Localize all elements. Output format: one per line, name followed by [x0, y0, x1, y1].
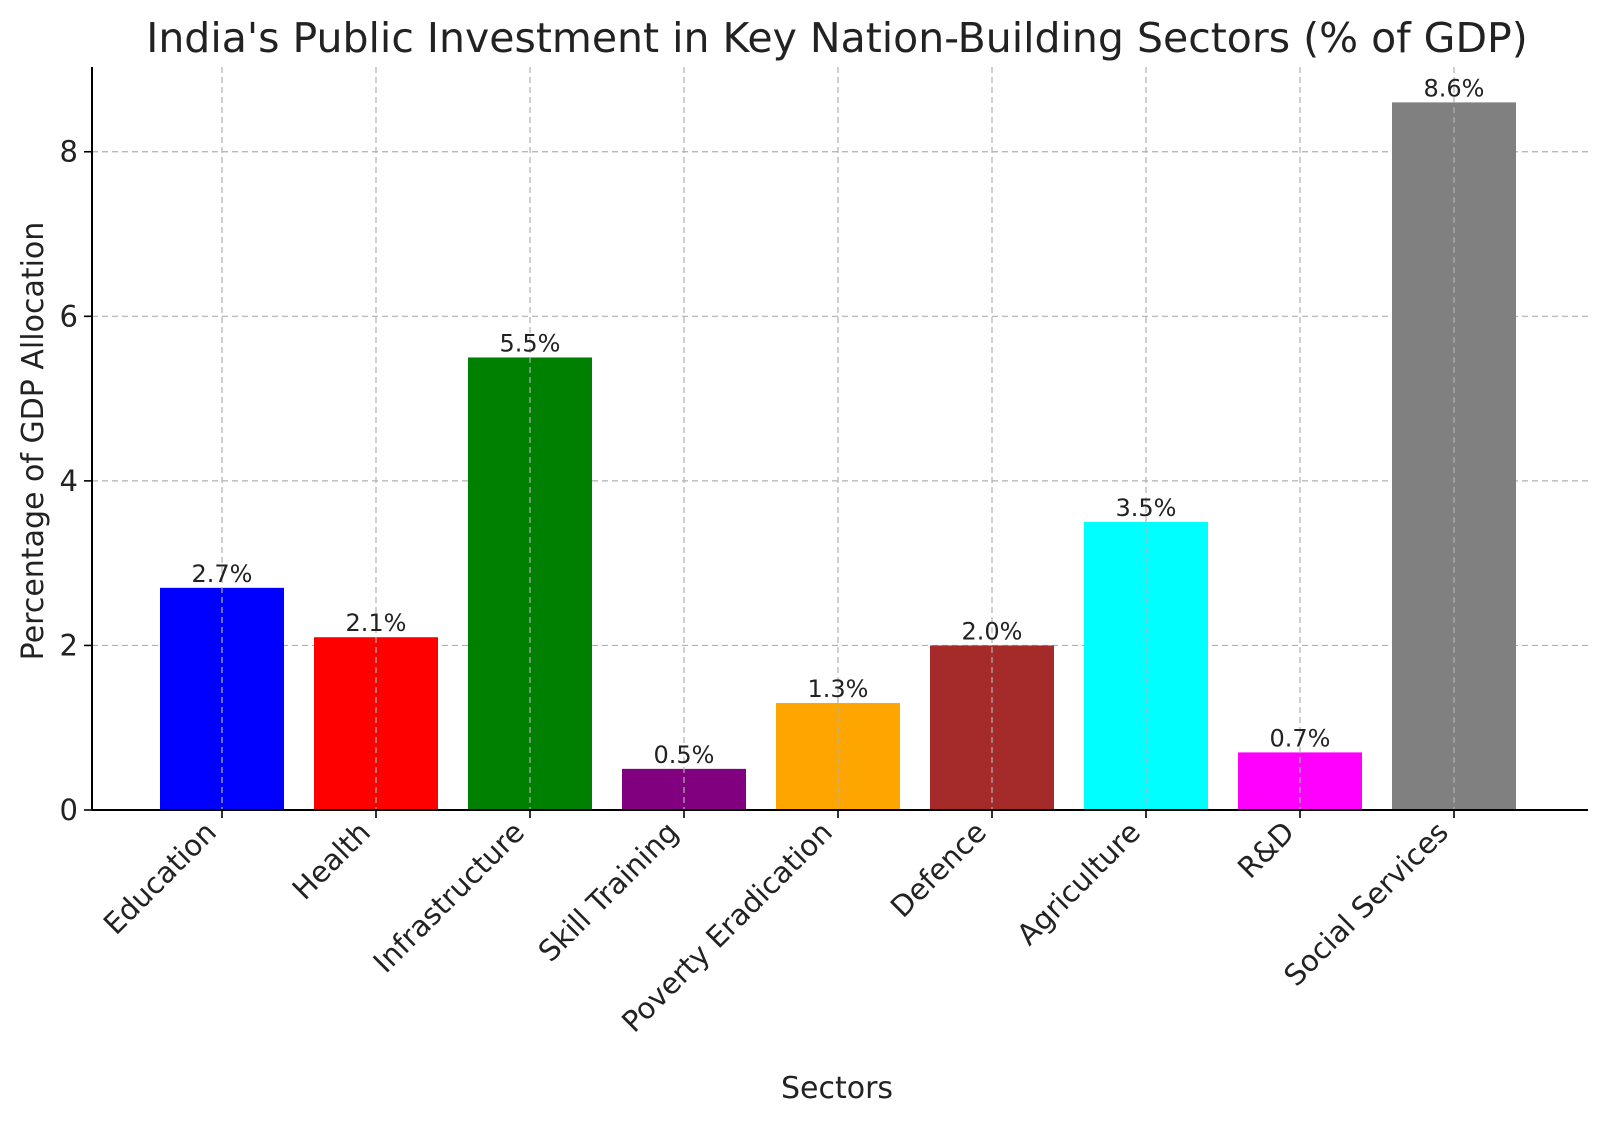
y-tick-label: 0	[60, 793, 78, 827]
bar	[1084, 522, 1208, 810]
x-tick-label: Infrastructure	[367, 815, 531, 979]
bar-value-label: 2.7%	[192, 560, 253, 588]
bar-value-label: 0.5%	[654, 741, 715, 769]
x-tick-label: Health	[286, 815, 377, 906]
x-axis-title: Sectors	[781, 1071, 893, 1106]
bar-value-label: 1.3%	[808, 675, 869, 703]
y-tick-label: 8	[60, 135, 78, 169]
bar-value-label: 0.7%	[1270, 724, 1331, 752]
x-tick-label: Social Services	[1277, 815, 1455, 993]
axes-layer	[84, 67, 1588, 818]
bar-value-label: 2.0%	[962, 617, 1023, 645]
x-tick-label: Skill Training	[531, 815, 684, 968]
bar-value-label: 5.5%	[500, 329, 561, 357]
y-axis-title: Percentage of GDP Allocation	[16, 222, 51, 661]
y-tick-label: 6	[60, 299, 78, 333]
bar-value-label: 8.6%	[1424, 74, 1485, 102]
x-tick-label: R&D	[1231, 815, 1301, 885]
vertical-grid-layer	[221, 67, 1455, 810]
x-tick-label: Defence	[884, 815, 993, 924]
y-tick-label: 4	[60, 464, 78, 498]
bar	[314, 637, 438, 810]
x-tick-label: Education	[97, 815, 223, 941]
x-tick-label: Agriculture	[1010, 815, 1147, 952]
bar-value-label: 3.5%	[1116, 494, 1177, 522]
chart-title: India's Public Investment in Key Nation-…	[146, 14, 1528, 62]
y-tick-label: 2	[60, 628, 78, 662]
bar-value-label: 2.1%	[346, 609, 407, 637]
